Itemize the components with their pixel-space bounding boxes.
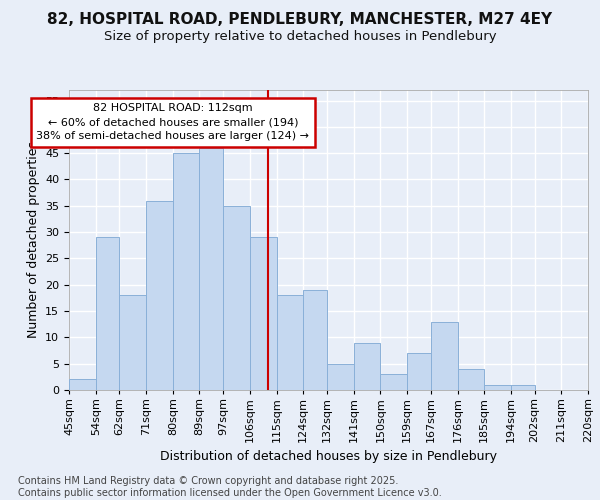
Bar <box>354 342 380 390</box>
X-axis label: Distribution of detached houses by size in Pendlebury: Distribution of detached houses by size … <box>160 450 497 464</box>
Bar <box>119 296 146 390</box>
Bar <box>69 380 95 390</box>
Bar <box>303 290 327 390</box>
Bar <box>173 153 199 390</box>
Bar <box>199 148 223 390</box>
Bar <box>146 200 173 390</box>
Bar <box>484 384 511 390</box>
Bar <box>431 322 458 390</box>
Text: Contains HM Land Registry data © Crown copyright and database right 2025.
Contai: Contains HM Land Registry data © Crown c… <box>18 476 442 498</box>
Bar <box>95 238 119 390</box>
Text: Size of property relative to detached houses in Pendlebury: Size of property relative to detached ho… <box>104 30 496 43</box>
Bar <box>380 374 407 390</box>
Bar <box>327 364 354 390</box>
Bar <box>511 384 535 390</box>
Text: 82 HOSPITAL ROAD: 112sqm
← 60% of detached houses are smaller (194)
38% of semi-: 82 HOSPITAL ROAD: 112sqm ← 60% of detach… <box>37 103 310 141</box>
Bar <box>458 369 484 390</box>
Bar <box>277 296 303 390</box>
Y-axis label: Number of detached properties: Number of detached properties <box>26 142 40 338</box>
Bar <box>407 353 431 390</box>
Text: 82, HOSPITAL ROAD, PENDLEBURY, MANCHESTER, M27 4EY: 82, HOSPITAL ROAD, PENDLEBURY, MANCHESTE… <box>47 12 553 28</box>
Bar <box>223 206 250 390</box>
Bar <box>250 238 277 390</box>
